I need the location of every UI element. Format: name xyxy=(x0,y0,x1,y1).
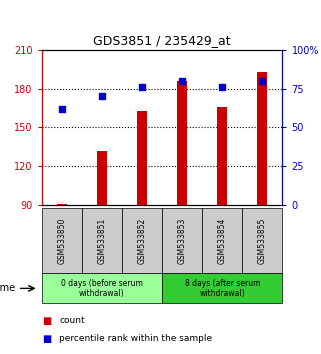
Bar xyxy=(97,150,107,205)
Bar xyxy=(177,81,187,205)
Bar xyxy=(257,72,267,205)
Text: count: count xyxy=(59,316,85,325)
Text: GSM533851: GSM533851 xyxy=(97,218,107,264)
Text: ■: ■ xyxy=(42,316,51,326)
Text: GSM533854: GSM533854 xyxy=(218,218,227,264)
Text: time: time xyxy=(0,284,16,293)
Bar xyxy=(57,204,67,205)
Point xyxy=(260,78,265,84)
Text: percentile rank within the sample: percentile rank within the sample xyxy=(59,335,213,343)
Text: GSM533855: GSM533855 xyxy=(258,218,267,264)
Point xyxy=(140,84,145,90)
Bar xyxy=(217,107,227,205)
Text: ■: ■ xyxy=(42,334,51,344)
Text: GSM533853: GSM533853 xyxy=(178,218,187,264)
Text: 0 days (before serum
withdrawal): 0 days (before serum withdrawal) xyxy=(61,279,143,298)
Text: 8 days (after serum
withdrawal): 8 days (after serum withdrawal) xyxy=(185,279,260,298)
Point xyxy=(59,106,64,112)
Text: GSM533852: GSM533852 xyxy=(137,218,147,264)
Title: GDS3851 / 235429_at: GDS3851 / 235429_at xyxy=(93,34,231,47)
Point xyxy=(180,78,185,84)
Text: GSM533850: GSM533850 xyxy=(57,218,66,264)
Point xyxy=(100,93,105,99)
Point xyxy=(220,84,225,90)
Bar xyxy=(137,110,147,205)
